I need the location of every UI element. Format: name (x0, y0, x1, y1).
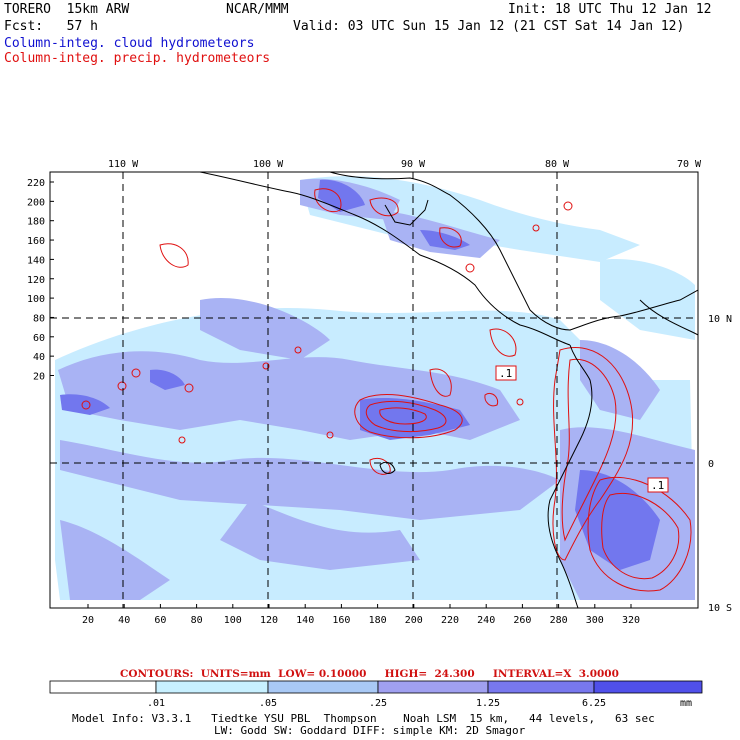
y-tick-label: 200 (27, 197, 45, 208)
x-tick-label: 300 (586, 615, 604, 626)
lon-label: 100 W (253, 159, 284, 170)
valid-time: Valid: 03 UTC Sun 15 Jan 12 (21 CST Sat … (293, 19, 685, 34)
map-plot-area: .1 .1 (50, 172, 698, 608)
contours-info: CONTOURS: UNITS=mm LOW= 0.10000 HIGH= 24… (120, 668, 619, 680)
y-tick-label: 140 (27, 255, 45, 266)
y-tick-label: 20 (33, 372, 45, 383)
colorbar-segment (377, 680, 489, 694)
lon-labels: 110 W 100 W 90 W 80 W 70 W (108, 159, 702, 170)
lon-label: 110 W (108, 159, 139, 170)
contour-label: .1 (499, 367, 512, 380)
x-tick-label: 100 (224, 615, 242, 626)
x-tick-label: 160 (332, 615, 350, 626)
model-info-line2: LW: Godd SW: Goddard DIFF: simple KM: 2D… (214, 724, 526, 737)
colorbar-unit: mm (680, 698, 692, 709)
cloud-field-label: Column-integ. cloud hydrometeors (4, 36, 255, 51)
x-tick-label: 240 (477, 615, 495, 626)
cloud-shading (55, 176, 695, 600)
x-tick-label: 140 (296, 615, 314, 626)
colorbar-label: 1.25 (476, 698, 500, 709)
org-label: NCAR/MMM (226, 2, 289, 17)
y-tick-label: 80 (33, 313, 45, 324)
x-tick-label: 200 (405, 615, 423, 626)
x-tick-label: 260 (513, 615, 531, 626)
colorbar-label: .25 (369, 698, 387, 709)
colorbar-segment (267, 680, 379, 694)
model-title: TORERO 15km ARW (4, 2, 130, 17)
colorbar-segment (593, 680, 703, 694)
colorbar-segment (487, 680, 595, 694)
colorbar-label: .01 (147, 698, 165, 709)
x-tick-label: 60 (154, 615, 166, 626)
lon-label: 90 W (401, 159, 426, 170)
precip-field-label: Column-integ. precip. hydrometeors (4, 51, 271, 66)
precip-contours (81, 188, 692, 592)
y-tick-label: 160 (27, 236, 45, 247)
lat-lon-grid (50, 172, 698, 608)
y-tick-label: 100 (27, 294, 45, 305)
colorbar-label: .05 (259, 698, 277, 709)
colorbar-label: 6.25 (582, 698, 606, 709)
x-tick-labels: 20 40 60 80 100 120 140 160 180 200 220 240 260 280 30… (82, 604, 640, 626)
y-tick-label: 220 (27, 178, 45, 189)
colorbar-segment (155, 680, 269, 694)
init-time: Init: 18 UTC Thu 12 Jan 12 (508, 2, 712, 17)
contour-label: .1 (651, 479, 664, 492)
x-tick-label: 80 (191, 615, 203, 626)
lat-label: 10 N (708, 314, 732, 325)
x-tick-label: 40 (118, 615, 130, 626)
contour-label-box (647, 477, 669, 493)
colorbar-segment (49, 680, 157, 694)
lon-label: 80 W (545, 159, 570, 170)
y-tick-label: 60 (33, 333, 45, 344)
map-frame (49, 171, 699, 609)
x-tick-label: 320 (622, 615, 640, 626)
y-tick-label: 180 (27, 217, 45, 228)
lon-label: 70 W (677, 159, 702, 170)
contour-label-box (495, 365, 517, 381)
y-tick-label: 120 (27, 275, 45, 286)
model-info-line1: Model Info: V3.3.1 Tiedtke YSU PBL Thomp… (72, 712, 655, 725)
x-tick-label: 180 (369, 615, 387, 626)
y-tick-label: 40 (33, 352, 45, 363)
colorbar: .01 .05 .25 1.25 6.25 (49, 680, 703, 709)
lat-label: 10 S (708, 603, 732, 614)
x-tick-label: 280 (550, 615, 568, 626)
y-tick-labels: 220 200 180 160 140 120 100 80 60 40 20 (27, 178, 54, 383)
x-tick-label: 20 (82, 615, 94, 626)
lat-labels: 10 N 0 10 S (708, 314, 732, 614)
x-tick-label: 120 (260, 615, 278, 626)
x-tick-label: 220 (441, 615, 459, 626)
forecast-hour: Fcst: 57 h (4, 19, 98, 34)
lat-label: 0 (708, 459, 714, 470)
